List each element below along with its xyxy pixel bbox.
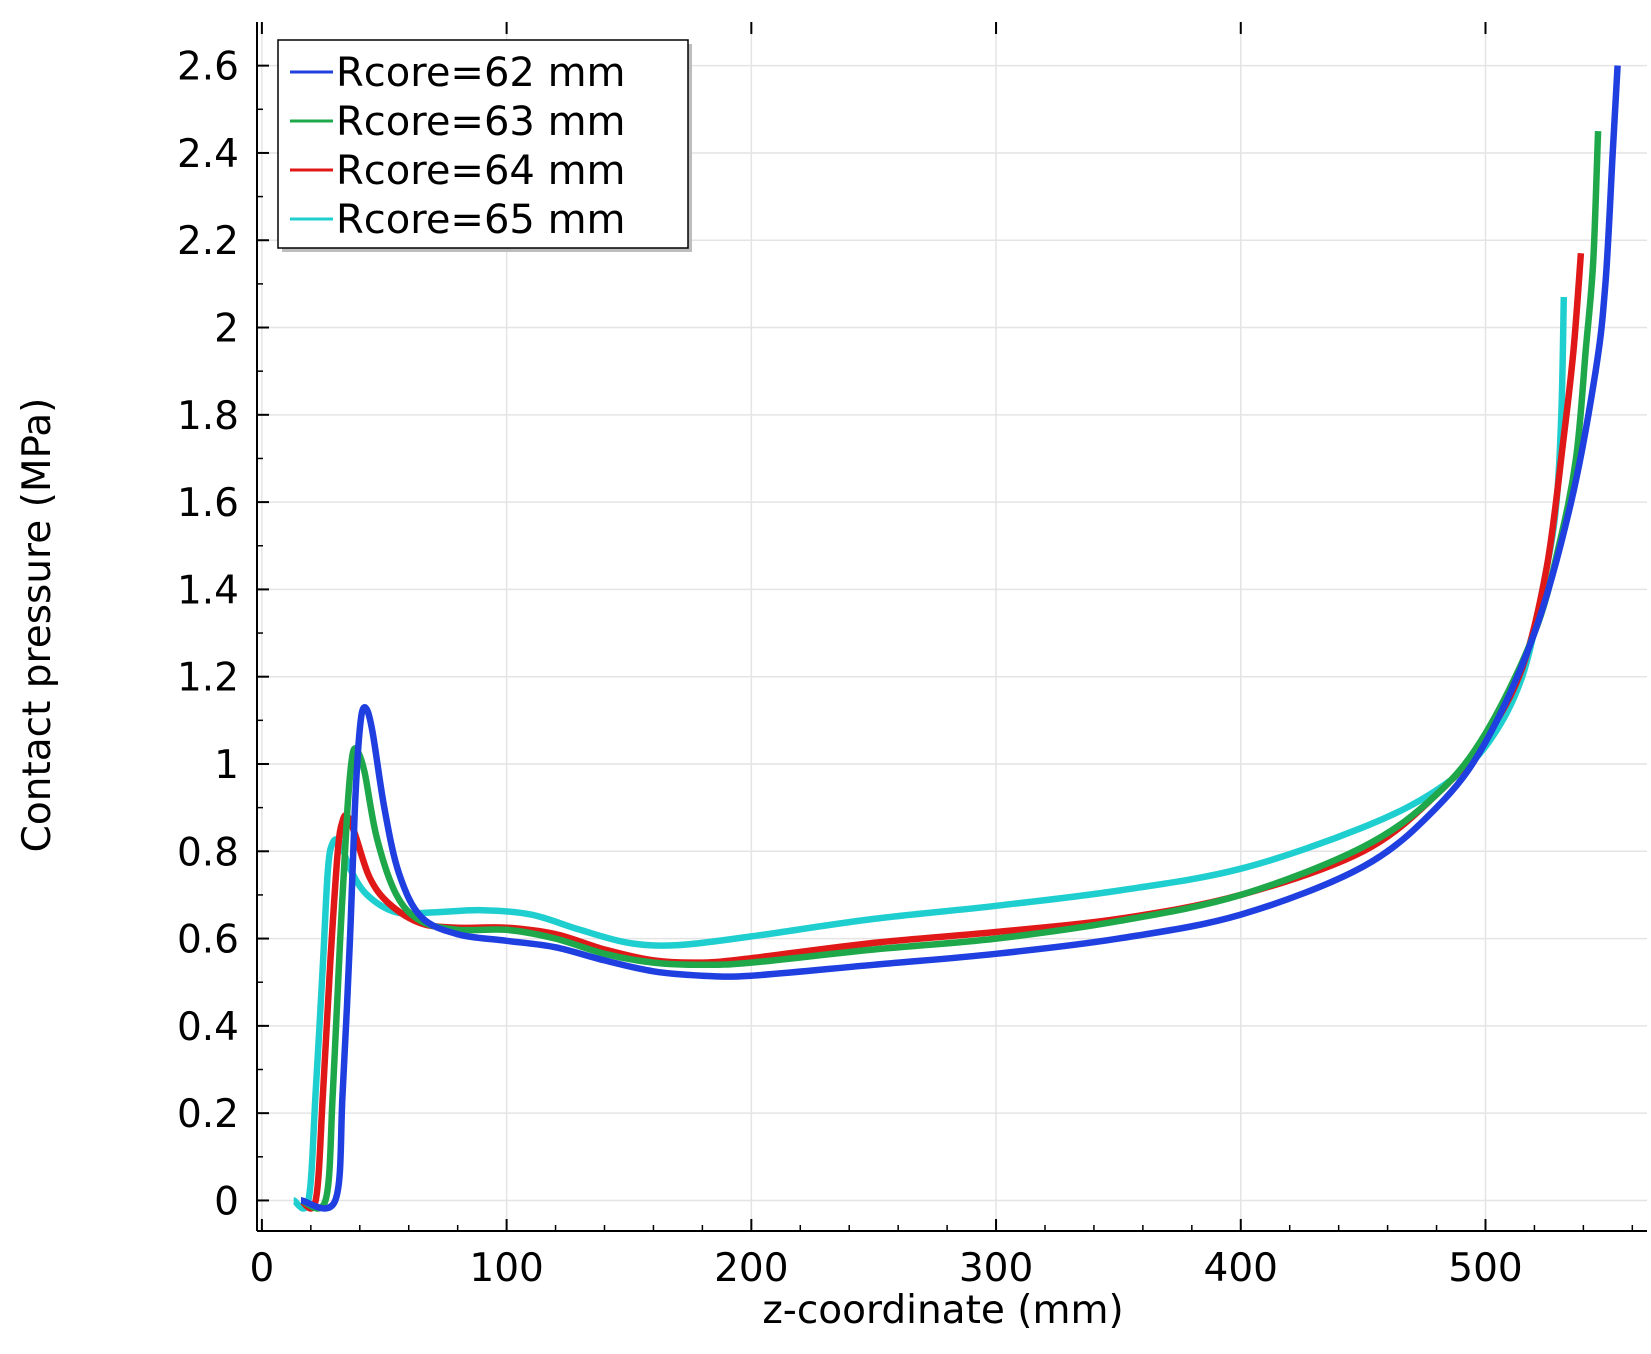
series-line-rcore-62-mm xyxy=(300,65,1621,1212)
y-tick-label: 1 xyxy=(214,743,239,788)
y-tick-label: 1.4 xyxy=(177,568,239,613)
y-tick-label: 0.4 xyxy=(177,1005,239,1050)
legend-label: Rcore=63 mm xyxy=(336,99,626,145)
series-line-rcore-63-mm xyxy=(299,130,1602,1212)
y-tick-label: 1.6 xyxy=(177,481,239,526)
x-tick-label: 200 xyxy=(714,1246,788,1291)
y-tick-label: 0.6 xyxy=(177,918,239,963)
legend-label: Rcore=62 mm xyxy=(336,50,626,96)
y-tick-label: 2.2 xyxy=(177,219,239,264)
legend-label: Rcore=65 mm xyxy=(336,197,626,243)
x-axis-label: z-coordinate (mm) xyxy=(762,1288,1123,1333)
axes: 0 100 200 300 400 500 0 0.2 0.4 0.6 0.8 1 1.2 1.4 1.6 1… xyxy=(177,22,1647,1291)
legend-box xyxy=(277,39,689,249)
y-tick-label: 0.2 xyxy=(177,1092,239,1137)
x-tick-label: 0 xyxy=(249,1246,274,1291)
y-tick-label: 2.4 xyxy=(177,132,239,177)
series-line-rcore-65-mm xyxy=(291,296,1568,1212)
y-axis-label: Contact pressure (MPa) xyxy=(15,398,60,853)
series-lines xyxy=(291,65,1621,1212)
y-tick-label: 2 xyxy=(214,307,239,352)
x-tick-label: 100 xyxy=(469,1246,543,1291)
y-tick-label: 1.8 xyxy=(177,394,239,439)
y-tick-label: 2.6 xyxy=(177,45,239,90)
grid-lines xyxy=(257,22,1647,1231)
y-tick-label: 0 xyxy=(214,1179,239,1224)
legend-label: Rcore=64 mm xyxy=(336,148,626,194)
x-tick-label: 300 xyxy=(959,1246,1033,1291)
series-line-rcore-64-mm xyxy=(299,253,1585,1212)
x-tick-label: 500 xyxy=(1448,1246,1522,1291)
y-tick-label: 1.2 xyxy=(177,656,239,701)
x-tick-label: 400 xyxy=(1204,1246,1278,1291)
y-tick-label: 0.8 xyxy=(177,830,239,875)
